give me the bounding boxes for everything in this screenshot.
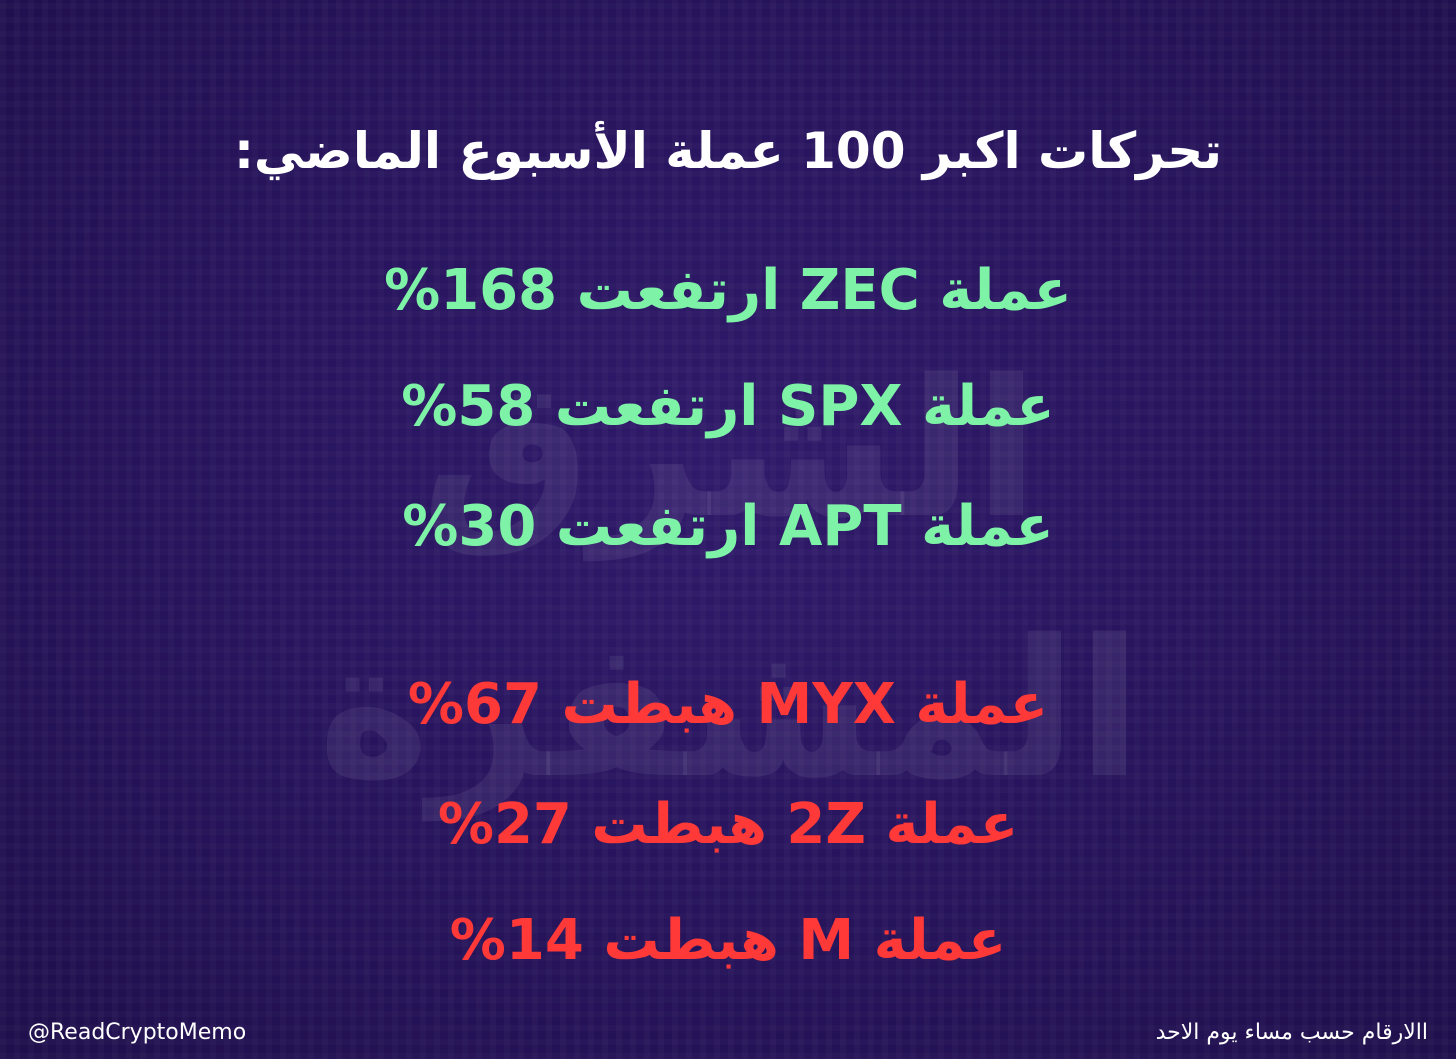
gainer-line: عملة ZEC ارتفعت 168% (384, 258, 1072, 323)
watermark: الشرق المشفرة (317, 339, 1143, 820)
loser-line: عملة M هبطت 14% (449, 908, 1007, 973)
gainer-line: عملة SPX ارتفعت 58% (401, 374, 1055, 439)
footnote: االارقام حسب مساء يوم الاحد (1155, 1020, 1428, 1045)
gainer-line: عملة APT ارتفعت 30% (402, 494, 1054, 559)
loser-line: عملة MYX هبطت 67% (407, 672, 1049, 737)
handle: @ReadCryptoMemo (28, 1020, 247, 1045)
loser-line: عملة 2Z هبطت 27% (437, 792, 1019, 857)
title: تحركات اكبر 100 عملة الأسبوع الماضي: (233, 122, 1223, 180)
